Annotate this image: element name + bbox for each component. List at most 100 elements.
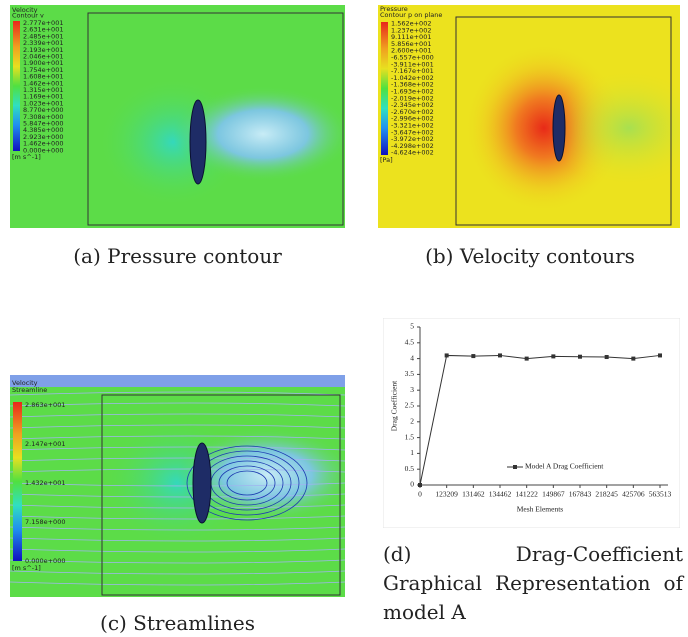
streamline	[10, 548, 345, 553]
legend-label: 0.000e+000	[25, 557, 65, 565]
legend-label: 2.339e+001	[23, 39, 63, 47]
wake	[173, 86, 345, 182]
legend-title: Velocity	[12, 6, 38, 14]
color-bar	[13, 21, 20, 151]
wake	[177, 427, 345, 523]
legend-label: 2.923e+000	[23, 133, 63, 141]
y-tick-label: 4.5	[405, 338, 415, 347]
streamline	[10, 559, 345, 564]
data-point	[471, 354, 476, 359]
legend-label: 1.315e+001	[23, 86, 63, 94]
bluff-body	[192, 442, 212, 524]
legend-label: 2.631e+001	[23, 26, 63, 34]
legend-label: -2.996e+002	[391, 115, 434, 123]
legend-label: -7.167e+001	[391, 67, 434, 75]
data-point	[578, 354, 582, 359]
legend-label: 2.777e+001	[23, 19, 63, 27]
y-tick-label: 5	[410, 322, 414, 331]
data-point	[418, 483, 422, 487]
legend-label: 1.900e+001	[23, 59, 63, 67]
legend-unit: [m s^-1]	[12, 153, 41, 161]
caption: (d) Drag-Coefficient Graphical Represent…	[383, 542, 683, 624]
legend-unit: [Pa]	[380, 156, 393, 164]
y-tick-label: 0.5	[405, 464, 415, 473]
legend-label: 1.432e+001	[25, 479, 65, 487]
bluff-body	[552, 94, 566, 162]
legend-label: -3.911e+001	[391, 60, 434, 68]
data-point	[524, 356, 529, 361]
data-point	[631, 356, 636, 361]
y-tick-label: 1	[410, 448, 414, 457]
x-tick-label: 149867	[542, 490, 565, 499]
legend-unit: [m s^-1]	[12, 564, 41, 572]
legend-label: 2.863e+001	[25, 401, 65, 409]
legend-label: 2.600e+001	[391, 47, 431, 55]
streamline	[10, 581, 345, 586]
caption: (c) Streamlines	[100, 611, 255, 635]
legend-label: 1.023e+001	[23, 99, 63, 107]
legend-label: -4.624e+002	[391, 149, 434, 157]
drag-chart: 0 0.5 1 1.5 2 2.5 3 3.5 4 4.5 5 0 123209 131462 134462…	[383, 318, 680, 528]
legend-label: 8.770e+000	[23, 106, 63, 114]
legend-label: 7.308e+000	[23, 113, 63, 121]
legend-title: Pressure	[380, 5, 408, 13]
vortex	[218, 465, 276, 501]
streamline	[10, 402, 345, 407]
top-band	[10, 375, 345, 387]
legend-label: -4.298e+002	[391, 142, 434, 150]
streamline	[10, 435, 345, 440]
legend-label: -6.557e+000	[391, 54, 434, 62]
vortex	[226, 470, 268, 496]
domain-box	[87, 12, 344, 226]
y-axis-title: Drag Coefficient	[390, 380, 399, 431]
streamline	[10, 570, 345, 575]
streamline	[10, 391, 345, 396]
data-point	[658, 353, 662, 358]
streamline	[10, 515, 345, 520]
legend-label: 2.485e+001	[23, 32, 63, 40]
legend-label: 5.847e+000	[23, 120, 63, 128]
x-tick-label: 425706	[622, 490, 645, 499]
x-tick-label: 167843	[569, 490, 592, 499]
legend-label: 1.562e+002	[391, 20, 431, 28]
data-line	[419, 354, 661, 486]
legend-label: 1.462e+001	[23, 79, 63, 87]
data-point	[604, 355, 609, 360]
legend-label: -1.693e+002	[391, 88, 434, 96]
y-tick-label: 3.5	[405, 369, 415, 378]
legend-marker	[513, 465, 517, 469]
legend-label: -3.972e+002	[391, 135, 434, 143]
bluff-body	[189, 99, 207, 185]
legend-label: 2.147e+001	[25, 440, 65, 448]
legend-label: -2.019e+002	[391, 94, 434, 102]
legend-label: 1.608e+001	[23, 73, 63, 81]
streamline	[10, 526, 345, 531]
y-tick-label: 2.5	[405, 401, 415, 410]
legend-label: -3.321e+002	[391, 122, 434, 130]
streamline	[10, 413, 345, 418]
wake	[549, 68, 680, 188]
legend-label: 0.000e+000	[23, 146, 63, 154]
y-tick-label: 3	[410, 385, 414, 394]
streamline	[10, 504, 345, 509]
streamline	[10, 446, 345, 451]
legend-subtitle: Contour p on plane	[380, 11, 442, 19]
streamline	[10, 482, 345, 487]
legend-label: -1.042e+002	[391, 74, 434, 82]
legend-label: 5.856e+001	[391, 40, 431, 48]
domain-box	[101, 394, 341, 596]
legend-label: -3.647e+002	[391, 128, 434, 136]
legend-subtitle: Streamline	[12, 386, 47, 394]
y-tick-label: 2	[410, 417, 414, 426]
data-point	[498, 353, 502, 358]
domain-box	[455, 16, 672, 226]
y-tick-label: 0	[410, 480, 414, 489]
vortex	[186, 445, 308, 521]
legend-label: 1.754e+001	[23, 66, 63, 74]
x-tick-label: 218245	[595, 490, 618, 499]
legend-label: 4.385e+000	[23, 126, 63, 134]
x-tick-label: 134462	[489, 490, 512, 499]
